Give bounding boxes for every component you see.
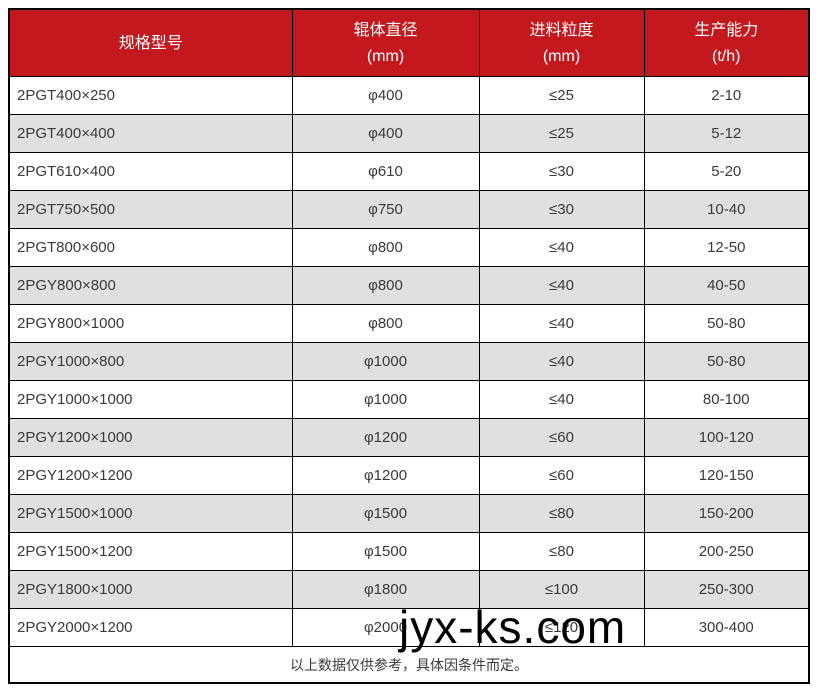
table-footer: 以上数据仅供参考，具体因条件而定。	[8, 646, 810, 684]
cell-model: 2PGY800×800	[8, 266, 293, 305]
cell-capacity: 80-100	[643, 380, 810, 419]
footer-row: 以上数据仅供参考，具体因条件而定。	[8, 646, 810, 684]
header-capacity-line2: (t/h)	[712, 47, 741, 65]
cell-feed: ≤80	[478, 532, 645, 571]
header-cell-feed: 进料粒度 (mm)	[478, 8, 645, 77]
cell-model: 2PGY1500×1000	[8, 494, 293, 533]
cell-feed: ≤40	[478, 228, 645, 267]
cell-capacity: 250-300	[643, 570, 810, 609]
cell-diameter: φ1200	[291, 418, 480, 457]
cell-capacity: 10-40	[643, 190, 810, 229]
cell-diameter: φ750	[291, 190, 480, 229]
header-diameter-line1: 辊体直径	[353, 21, 418, 39]
cell-feed: ≤30	[478, 190, 645, 229]
table-row: 2PGY2000×1200 φ2000 ≤120 300-400	[8, 608, 810, 647]
header-cell-capacity: 生产能力 (t/h)	[643, 8, 810, 77]
table-row: 2PGY1800×1000 φ1800 ≤100 250-300	[8, 570, 810, 609]
cell-diameter: φ610	[291, 152, 480, 191]
table-row: 2PGY1500×1000 φ1500 ≤80 150-200	[8, 494, 810, 533]
table-header: 规格型号 辊体直径 (mm) 进料粒度 (mm)	[8, 8, 810, 77]
cell-model: 2PGY1000×800	[8, 342, 293, 381]
cell-model: 2PGT610×400	[8, 152, 293, 191]
cell-feed: ≤40	[478, 304, 645, 343]
header-cell-model: 规格型号	[8, 8, 293, 77]
cell-feed: ≤40	[478, 380, 645, 419]
table-row: 2PGT800×600 φ800 ≤40 12-50	[8, 228, 810, 267]
cell-feed: ≤120	[478, 608, 645, 647]
cell-capacity: 5-20	[643, 152, 810, 191]
cell-feed: ≤25	[478, 114, 645, 153]
table-row: 2PGY1000×800 φ1000 ≤40 50-80	[8, 342, 810, 381]
table-body: 2PGT400×250 φ400 ≤25 2-10 2PGT400×400 φ400 ≤25…	[8, 76, 810, 647]
cell-capacity: 2-10	[643, 76, 810, 115]
header-diameter-line2: (mm)	[366, 47, 405, 65]
cell-model: 2PGY1200×1000	[8, 418, 293, 457]
table-row: 2PGT750×500 φ750 ≤30 10-40	[8, 190, 810, 229]
cell-model: 2PGT800×600	[8, 228, 293, 267]
cell-diameter: φ1000	[291, 342, 480, 381]
table-row: 2PGY800×800 φ800 ≤40 40-50	[8, 266, 810, 305]
cell-capacity: 200-250	[643, 532, 810, 571]
cell-diameter: φ800	[291, 266, 480, 305]
cell-model: 2PGY1200×1200	[8, 456, 293, 495]
cell-diameter: φ1500	[291, 494, 480, 533]
cell-diameter: φ2000	[291, 608, 480, 647]
cell-diameter: φ1000	[291, 380, 480, 419]
header-feed-line2: (mm)	[542, 47, 581, 65]
header-cell-diameter: 辊体直径 (mm)	[291, 8, 480, 77]
spec-table: 规格型号 辊体直径 (mm) 进料粒度 (mm)	[8, 8, 810, 684]
cell-capacity: 100-120	[643, 418, 810, 457]
cell-model: 2PGY2000×1200	[8, 608, 293, 647]
cell-capacity: 150-200	[643, 494, 810, 533]
header-feed-line1: 进料粒度	[529, 21, 594, 39]
cell-feed: ≤30	[478, 152, 645, 191]
cell-model: 2PGT750×500	[8, 190, 293, 229]
cell-model: 2PGY1000×1000	[8, 380, 293, 419]
table-row: 2PGY1500×1200 φ1500 ≤80 200-250	[8, 532, 810, 571]
cell-diameter: φ1800	[291, 570, 480, 609]
cell-model: 2PGY800×1000	[8, 304, 293, 343]
table-row: 2PGY1200×1200 φ1200 ≤60 120-150	[8, 456, 810, 495]
table-row: 2PGY800×1000 φ800 ≤40 50-80	[8, 304, 810, 343]
header-capacity-line1: 生产能力	[694, 21, 759, 39]
cell-capacity: 12-50	[643, 228, 810, 267]
cell-model: 2PGT400×250	[8, 76, 293, 115]
table-row: 2PGT400×250 φ400 ≤25 2-10	[8, 76, 810, 115]
cell-capacity: 300-400	[643, 608, 810, 647]
cell-feed: ≤80	[478, 494, 645, 533]
cell-feed: ≤40	[478, 266, 645, 305]
table-row: 2PGT400×400 φ400 ≤25 5-12	[8, 114, 810, 153]
footer-note: 以上数据仅供参考，具体因条件而定。	[8, 646, 810, 684]
cell-model: 2PGY1500×1200	[8, 532, 293, 571]
cell-model: 2PGT400×400	[8, 114, 293, 153]
cell-capacity: 50-80	[643, 304, 810, 343]
table-row: 2PGY1000×1000 φ1000 ≤40 80-100	[8, 380, 810, 419]
header-row: 规格型号 辊体直径 (mm) 进料粒度 (mm)	[8, 8, 810, 77]
cell-diameter: φ400	[291, 114, 480, 153]
cell-model: 2PGY1800×1000	[8, 570, 293, 609]
cell-diameter: φ400	[291, 76, 480, 115]
header-model-line1: 规格型号	[118, 34, 183, 52]
table-row: 2PGT610×400 φ610 ≤30 5-20	[8, 152, 810, 191]
table-row: 2PGY1200×1000 φ1200 ≤60 100-120	[8, 418, 810, 457]
cell-diameter: φ1500	[291, 532, 480, 571]
cell-diameter: φ1200	[291, 456, 480, 495]
cell-feed: ≤60	[478, 418, 645, 457]
cell-capacity: 5-12	[643, 114, 810, 153]
cell-capacity: 120-150	[643, 456, 810, 495]
cell-diameter: φ800	[291, 304, 480, 343]
cell-feed: ≤40	[478, 342, 645, 381]
cell-capacity: 50-80	[643, 342, 810, 381]
cell-capacity: 40-50	[643, 266, 810, 305]
cell-feed: ≤25	[478, 76, 645, 115]
cell-feed: ≤60	[478, 456, 645, 495]
cell-feed: ≤100	[478, 570, 645, 609]
cell-diameter: φ800	[291, 228, 480, 267]
